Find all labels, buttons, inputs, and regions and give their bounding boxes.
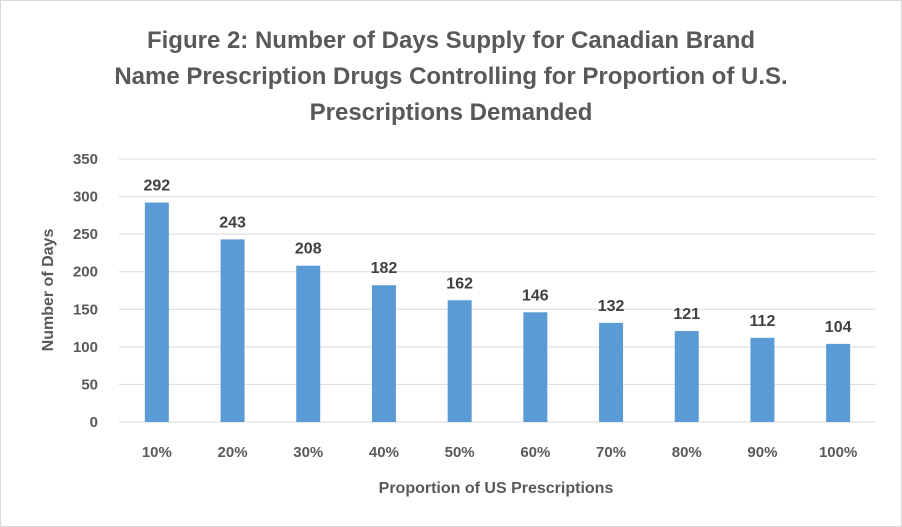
bar (674, 331, 699, 422)
bar (220, 239, 245, 422)
data-label: 121 (673, 306, 700, 323)
bar (296, 265, 321, 422)
bar (599, 322, 624, 422)
y-tick-label: 100 (73, 339, 98, 356)
x-axis-tick-labels: 10% 20% 30% 40% 50% 60% 70% 80% 90% 100% (142, 444, 858, 461)
data-label: 182 (371, 260, 398, 277)
y-tick-label: 50 (81, 376, 98, 393)
data-label: 243 (219, 214, 246, 231)
chart-title: Figure 2: Number of Days Supply for Cana… (1, 23, 901, 131)
x-tick-label: 60% (520, 444, 550, 461)
data-label: 112 (750, 313, 776, 330)
bar (447, 300, 472, 422)
x-tick-label: 30% (293, 444, 323, 461)
x-tick-label: 50% (445, 444, 475, 461)
chart-title-line-1: Figure 2: Number of Days Supply for Cana… (146, 27, 756, 54)
gridlines (119, 158, 876, 423)
data-label: 146 (522, 287, 549, 304)
x-axis-title: Proportion of US Prescriptions (379, 480, 614, 497)
x-tick-label: 100% (819, 444, 857, 461)
x-tick-label: 20% (218, 444, 248, 461)
bar (826, 343, 851, 422)
y-axis-tick-labels: 0 50 100 150 200 250 300 350 (73, 151, 98, 431)
data-label: 104 (825, 319, 852, 336)
y-axis-title: Number of Days (40, 229, 57, 352)
bar (523, 312, 548, 422)
data-label: 208 (295, 241, 322, 258)
y-tick-label: 200 (73, 264, 98, 281)
data-labels: 292 243 208 182 162 146 132 121 112 104 (143, 178, 851, 336)
data-label: 162 (446, 275, 473, 292)
bar (371, 285, 396, 422)
x-tick-label: 70% (596, 444, 626, 461)
y-tick-label: 250 (73, 226, 98, 243)
x-tick-label: 10% (142, 444, 172, 461)
bar (144, 202, 169, 422)
y-tick-label: 350 (73, 151, 98, 168)
data-label: 132 (598, 298, 625, 315)
bar-series (144, 202, 851, 422)
bar (750, 337, 775, 422)
x-tick-label: 80% (672, 444, 702, 461)
chart-title-line-3: Prescriptions Demanded (309, 99, 593, 126)
y-tick-label: 0 (90, 414, 98, 431)
x-tick-label: 90% (747, 444, 777, 461)
chart-title-line-2: Name Prescription Drugs Controlling for … (114, 63, 788, 90)
y-tick-label: 150 (73, 301, 98, 318)
y-tick-label: 300 (73, 189, 98, 206)
data-label: 292 (143, 178, 170, 195)
x-tick-label: 40% (369, 444, 399, 461)
